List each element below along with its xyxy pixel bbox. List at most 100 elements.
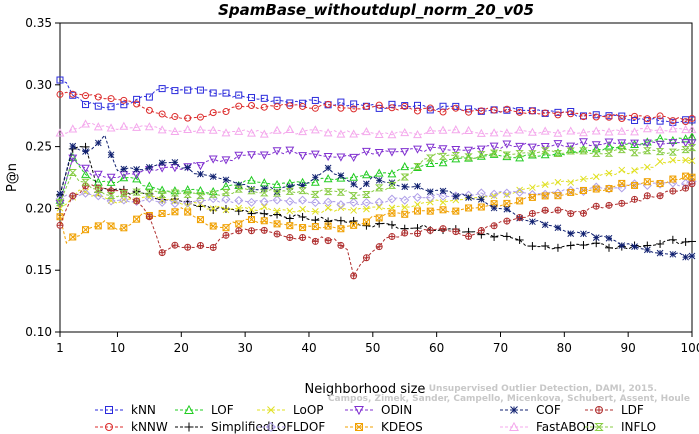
data-point <box>553 128 563 137</box>
data-point <box>682 118 690 126</box>
data-point <box>298 187 307 195</box>
data-point <box>299 234 307 242</box>
x-tick-label: 90 <box>621 341 636 355</box>
data-point <box>438 145 448 154</box>
data-point <box>656 239 665 248</box>
data-point <box>235 91 243 99</box>
series-inflo <box>55 144 697 207</box>
data-point <box>413 207 421 215</box>
data-point <box>272 195 282 205</box>
data-point <box>438 152 448 160</box>
data-point <box>310 177 320 186</box>
data-point <box>120 101 128 109</box>
data-point <box>144 193 154 203</box>
data-point <box>490 232 499 241</box>
data-point <box>617 126 627 135</box>
data-point <box>171 197 179 205</box>
data-point <box>107 95 115 103</box>
data-point <box>579 138 588 147</box>
legend-label: LoOP <box>293 403 324 417</box>
data-point <box>528 107 536 115</box>
data-point <box>477 107 485 115</box>
legend-item-kdeos: KDEOS <box>345 420 423 434</box>
x-tick-label: 40 <box>301 341 316 355</box>
data-point <box>260 103 268 111</box>
data-point <box>81 164 90 173</box>
data-point <box>682 253 689 261</box>
data-point <box>106 196 116 206</box>
data-point <box>299 102 307 110</box>
data-point <box>120 165 128 173</box>
data-point <box>579 147 588 155</box>
data-point <box>566 147 575 155</box>
data-point <box>133 166 140 173</box>
data-point <box>68 154 78 163</box>
data-point <box>669 187 677 195</box>
data-point <box>221 156 231 165</box>
data-point <box>144 122 154 131</box>
data-point <box>528 150 537 158</box>
data-point <box>425 158 435 168</box>
data-point <box>516 108 524 116</box>
legend-marker <box>265 421 277 433</box>
data-point <box>426 226 434 234</box>
data-point <box>299 224 307 232</box>
data-point <box>439 198 447 206</box>
data-point <box>413 230 421 238</box>
data-point <box>158 85 166 93</box>
data-point <box>655 140 665 149</box>
x-tick-label: 20 <box>174 341 189 355</box>
data-point <box>502 140 512 149</box>
data-point <box>553 140 563 149</box>
data-point <box>273 207 281 215</box>
data-point <box>604 141 614 150</box>
data-point <box>260 94 268 102</box>
y-tick-label: 0.35 <box>25 16 52 30</box>
data-point <box>502 232 511 241</box>
data-point <box>688 114 696 122</box>
data-point <box>336 153 346 162</box>
data-point <box>567 110 575 118</box>
data-point <box>209 244 217 252</box>
data-point <box>655 148 665 156</box>
data-point <box>439 108 447 116</box>
data-point <box>106 192 116 200</box>
data-point <box>567 179 575 186</box>
data-point <box>94 185 103 193</box>
data-point <box>298 195 308 205</box>
data-point <box>540 150 550 159</box>
data-point <box>197 170 204 178</box>
data-point <box>171 87 179 95</box>
data-point <box>579 113 587 121</box>
data-point <box>592 173 600 181</box>
x-tick-label: 30 <box>237 341 252 355</box>
legend-item-knn: kNN <box>95 403 156 417</box>
data-point <box>540 142 550 152</box>
data-point <box>311 237 319 245</box>
data-point <box>336 129 346 138</box>
data-point <box>580 230 587 238</box>
data-point <box>515 235 524 244</box>
data-point <box>688 180 696 188</box>
data-point <box>605 113 613 121</box>
data-point <box>688 173 696 181</box>
data-point <box>146 163 153 171</box>
data-point <box>387 148 397 157</box>
data-point <box>374 197 384 207</box>
data-point <box>145 213 153 221</box>
data-point <box>529 184 536 191</box>
data-point <box>259 197 269 207</box>
data-point <box>323 188 333 196</box>
data-point <box>222 176 230 184</box>
legend-marker <box>355 423 363 431</box>
data-point <box>668 124 678 133</box>
legend-marker <box>509 421 519 431</box>
data-point <box>323 128 333 137</box>
data-point <box>196 162 205 171</box>
data-point <box>196 185 205 195</box>
data-point <box>82 101 90 109</box>
data-point <box>82 226 90 234</box>
data-point <box>363 205 370 213</box>
data-point <box>132 187 141 196</box>
data-point <box>452 193 460 200</box>
